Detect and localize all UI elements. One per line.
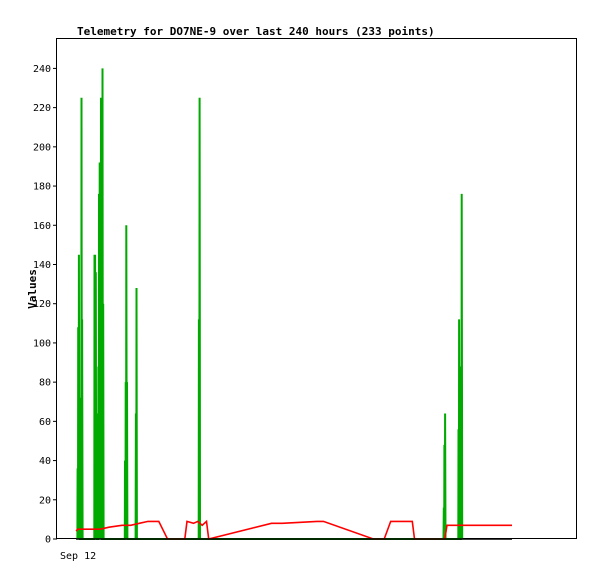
y-tick-label: 40 [39,456,51,467]
y-tick-label: 180 [33,182,51,193]
y-tick-label: 100 [33,338,51,349]
y-tick-label: 160 [33,221,51,232]
y-tick-label: 0 [45,535,51,546]
x-tick-label: Sep 12 [60,551,96,562]
y-tick-label: 220 [33,103,51,114]
y-axis: 0 20 40 60 80 100 120 140 160 180 200 220 240 [33,64,57,546]
y-tick-label: 140 [33,260,51,271]
series-group [75,68,512,540]
y-tick-label: 60 [39,417,51,428]
chart-title: Telemetry for DO7NE-9 over last 240 hour… [77,25,435,38]
plot-frame [56,38,577,539]
y-tick-label: 240 [33,64,51,75]
y-tick-label: 20 [39,495,51,506]
y-tick-label: 120 [33,299,51,310]
y-tick-label: 80 [39,378,51,389]
y-axis-label: Values [26,269,39,309]
y-tick-label: 200 [33,142,51,153]
x-axis: Sep 12 [60,551,96,562]
